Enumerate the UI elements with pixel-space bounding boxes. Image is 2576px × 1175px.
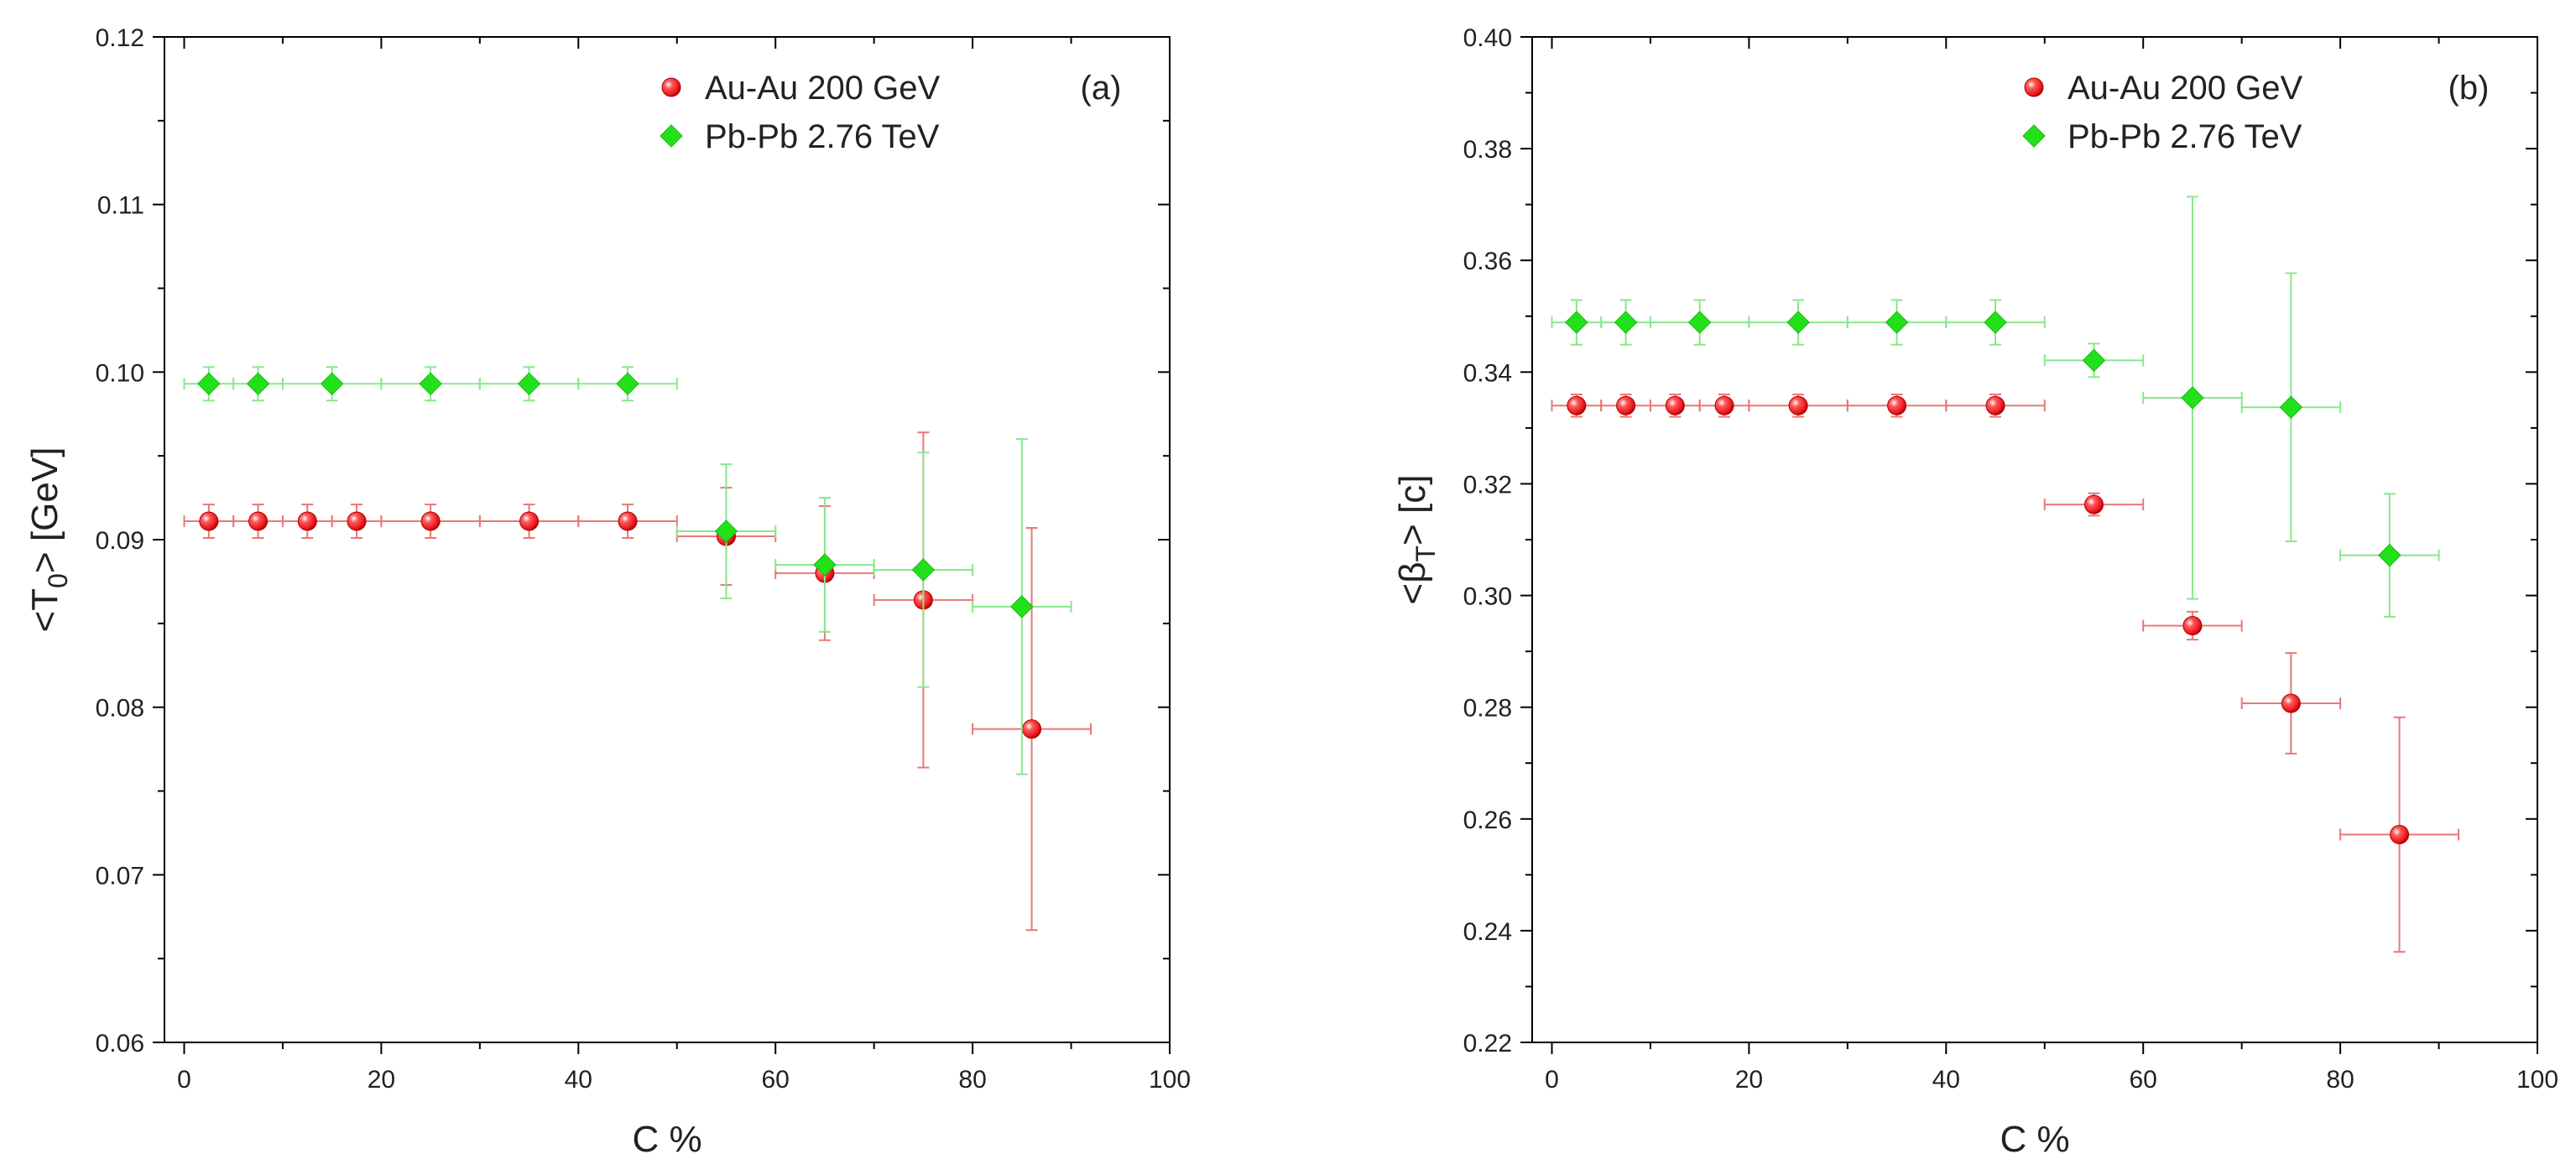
legend-marker [2022, 124, 2046, 148]
data-point [519, 511, 540, 531]
x-tick-label: 40 [1932, 1066, 1960, 1094]
x-tick-label: 60 [762, 1066, 790, 1094]
data-point [1985, 395, 2005, 415]
data-point [297, 511, 317, 531]
series-au-au [183, 431, 1092, 932]
data-point [1616, 395, 1636, 415]
legend-entry: Au-Au 200 GeV [2024, 70, 2302, 107]
data-point [1788, 395, 1808, 415]
data-point [517, 372, 541, 396]
data-point [813, 553, 837, 577]
data-point [420, 511, 441, 531]
x-tick-label: 80 [2326, 1066, 2354, 1094]
data-point [1887, 395, 1907, 415]
data-point [1984, 311, 2007, 334]
y-tick-label: 0.40 [1463, 24, 1512, 52]
data-point [616, 372, 639, 396]
x-tick-label: 0 [177, 1066, 191, 1094]
data-point [2281, 693, 2301, 713]
data-point [911, 558, 936, 582]
data-point [2279, 395, 2303, 419]
panel-a: 0 20 40 60 80 100 0.06 0.07 0.08 0.09 0.10 0.11 0.12… [24, 24, 1191, 1160]
y-tick-label: 0.11 [97, 192, 144, 220]
panel-b: 0 20 40 60 80 100 0.22 0.24 0.26 0.28 0.30 0.32 0.34… [1392, 24, 2558, 1160]
data-point [197, 372, 221, 396]
data-point [1567, 395, 1587, 415]
legend-label: Pb-Pb 2.76 TeV [705, 118, 940, 155]
x-axis-title: C % [2000, 1119, 2069, 1160]
data-point [2083, 494, 2104, 514]
y-tick-label: 0.12 [96, 24, 144, 52]
y-tick-label: 0.30 [1463, 583, 1512, 611]
data-point [1687, 311, 1712, 334]
y-tick-label: 0.07 [96, 862, 144, 890]
y-tick-label: 0.36 [1463, 248, 1512, 275]
data-point [199, 511, 219, 531]
x-tick-label: 20 [368, 1066, 395, 1094]
x-tick-label: 60 [2130, 1066, 2157, 1094]
legend-label: Au-Au 200 GeV [705, 70, 940, 107]
data-point [419, 372, 442, 396]
y-tick-label: 0.32 [1463, 471, 1512, 499]
y-tick-label: 0.10 [96, 359, 144, 387]
data-point [714, 520, 738, 543]
y-tick-label: 0.34 [1463, 359, 1512, 387]
legend-entry: Pb-Pb 2.76 TeV [660, 118, 940, 155]
data-point [1786, 311, 1810, 334]
plot-frame [164, 36, 1171, 1043]
data-point [2082, 348, 2106, 373]
y-axis-title: <βT> [c] [1392, 475, 1441, 605]
legend-marker [2024, 77, 2044, 97]
data-point [618, 511, 638, 531]
x-tick-label: 100 [2516, 1066, 2558, 1094]
legend-label: Pb-Pb 2.76 TeV [2068, 118, 2302, 155]
panel-label: (b) [2448, 70, 2490, 107]
y-tick-label: 0.28 [1463, 695, 1512, 723]
y-tick-label: 0.22 [1463, 1030, 1512, 1058]
data-point [1714, 395, 1734, 415]
y-tick-label: 0.06 [96, 1030, 144, 1058]
y-axis-title: <T0> [GeV] [24, 447, 73, 633]
x-axis-title: C % [632, 1119, 701, 1160]
data-point [2181, 386, 2204, 410]
error-bar [2240, 652, 2342, 755]
y-tick-label: 0.38 [1463, 136, 1512, 164]
panel-label: (a) [1081, 70, 1122, 107]
x-tick-label: 80 [958, 1066, 986, 1094]
data-point [1665, 395, 1685, 415]
y-tick-label: 0.26 [1463, 807, 1512, 834]
x-tick-label: 40 [565, 1066, 592, 1094]
legend-marker [660, 124, 683, 148]
data-point [2182, 615, 2203, 635]
legend-entry: Au-Au 200 GeV [661, 70, 940, 107]
y-tick-label: 0.09 [96, 527, 144, 555]
x-tick-label: 20 [1735, 1066, 1763, 1094]
y-tick-label: 0.24 [1463, 918, 1512, 946]
data-point [1565, 311, 1588, 334]
legend-marker [661, 77, 681, 97]
data-point [1010, 595, 1034, 619]
plot-frame [1531, 36, 2538, 1043]
data-point [1885, 311, 1909, 334]
data-point [246, 372, 270, 396]
y-tick-label: 0.08 [96, 695, 144, 723]
series-pb-pb [183, 366, 1072, 776]
data-point [347, 511, 367, 531]
x-tick-label: 0 [1545, 1066, 1559, 1094]
series-pb-pb [1551, 196, 2440, 618]
data-point [1022, 719, 1042, 739]
series-au-au [1551, 393, 2460, 953]
data-point [320, 372, 344, 396]
legend-label: Au-Au 200 GeV [2068, 70, 2302, 107]
data-point [1614, 311, 1638, 334]
data-point [2390, 824, 2410, 844]
data-point [2378, 543, 2401, 567]
data-point [248, 511, 269, 531]
x-tick-label: 100 [1149, 1066, 1191, 1094]
legend-entry: Pb-Pb 2.76 TeV [2022, 118, 2302, 155]
